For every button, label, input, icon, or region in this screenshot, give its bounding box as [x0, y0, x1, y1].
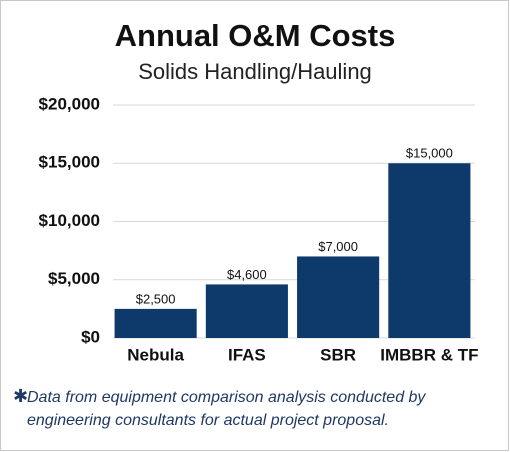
x-tick-label: Nebula: [127, 345, 184, 364]
footnote-marker: ✱: [13, 386, 28, 406]
footnote: Data from equipment comparison analysis …: [27, 389, 426, 406]
value-label: $7,000: [318, 239, 358, 254]
footnote: engineering consultants for actual proje…: [27, 412, 389, 429]
y-tick-label: $20,000: [39, 94, 100, 113]
y-tick-label: $10,000: [39, 211, 100, 230]
y-tick-label: $15,000: [39, 153, 100, 172]
x-tick-label: IMBBR & TF: [380, 345, 478, 364]
y-tick-label: $0: [81, 327, 100, 346]
y-tick-label: $5,000: [48, 269, 100, 288]
bar: [114, 308, 197, 338]
chart-title: Annual O&M Costs: [115, 18, 396, 53]
bar: [297, 256, 380, 338]
x-tick-label: SBR: [320, 345, 356, 364]
bar: [388, 163, 471, 338]
value-label: $15,000: [406, 146, 453, 161]
chart-subtitle: Solids Handling/Hauling: [138, 59, 372, 84]
value-label: $4,600: [227, 267, 267, 282]
bar: [205, 284, 288, 338]
value-label: $2,500: [136, 291, 176, 306]
x-tick-label: IFAS: [228, 345, 266, 364]
